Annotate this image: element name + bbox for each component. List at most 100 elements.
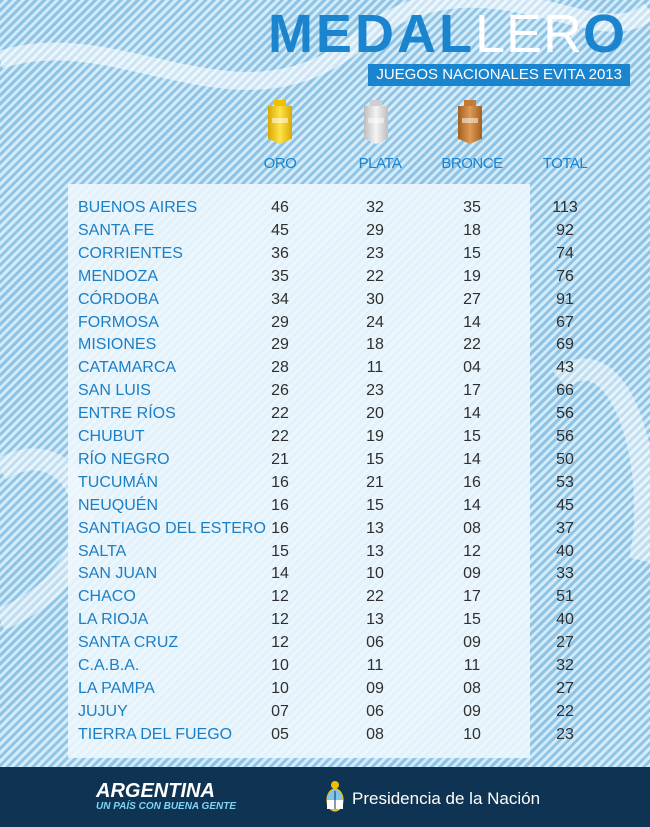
plata-cell: 23	[366, 244, 384, 262]
bronce-cell: 08	[463, 519, 481, 537]
plata-cell: 13	[366, 542, 384, 560]
oro-cell: 12	[271, 588, 289, 606]
province-cell: ENTRE RÍOS	[78, 405, 176, 423]
plata-cell: 08	[366, 725, 384, 743]
oro-cell: 12	[271, 611, 289, 629]
oro-cell: 12	[271, 634, 289, 652]
plata-cell: 20	[366, 405, 384, 423]
table-row: SANTIAGO DEL ESTERO 16 13 08 37	[0, 517, 650, 540]
oro-cell: 07	[271, 702, 289, 720]
province-cell: JUJUY	[78, 702, 128, 720]
page-subtitle: JUEGOS NACIONALES EVITA 2013	[368, 64, 630, 86]
bronce-cell: 08	[463, 679, 481, 697]
bronce-cell: 35	[463, 199, 481, 216]
bronce-cell: 15	[463, 611, 481, 629]
bronze-medal-icon	[458, 100, 482, 144]
table-row: NEUQUÉN 16 15 14 45	[0, 494, 650, 517]
total-cell: 76	[556, 267, 574, 285]
brand-name: ARGENTINA	[96, 780, 215, 802]
medal-table-panel	[68, 184, 530, 758]
plata-cell: 18	[366, 336, 384, 354]
plata-cell: 11	[366, 657, 384, 674]
table-row: LA RIOJA 12 13 15 40	[0, 608, 650, 631]
bronce-cell: 12	[463, 542, 481, 560]
province-cell: TUCUMÁN	[78, 473, 158, 491]
oro-cell: 16	[271, 496, 289, 514]
table-row: FORMOSA 29 24 14 67	[0, 311, 650, 334]
plata-cell: 15	[366, 496, 384, 514]
plata-cell: 19	[366, 428, 384, 445]
plata-cell: 15	[366, 450, 384, 468]
province-cell: TIERRA DEL FUEGO	[78, 725, 233, 743]
total-cell: 27	[556, 634, 574, 652]
bronce-cell: 14	[463, 496, 481, 514]
oro-cell: 26	[271, 382, 289, 400]
province-cell: SALTA	[78, 542, 127, 560]
bronce-cell: 14	[463, 405, 481, 423]
table-row: RÍO NEGRO 21 15 14 50	[0, 448, 650, 471]
oro-cell: 05	[271, 725, 289, 743]
total-cell: 66	[556, 382, 574, 400]
plata-cell: 21	[366, 473, 384, 491]
plata-cell: 22	[366, 588, 384, 606]
province-cell: BUENOS AIRES	[78, 199, 198, 216]
total-cell: 32	[556, 657, 574, 674]
oro-cell: 22	[271, 405, 289, 423]
province-cell: SANTA CRUZ	[78, 634, 179, 652]
total-cell: 74	[556, 244, 574, 262]
table-row: SANTA FE 45 29 18 92	[0, 219, 650, 242]
total-cell: 45	[556, 496, 574, 514]
oro-cell: 15	[271, 542, 289, 560]
total-cell: 22	[556, 702, 574, 720]
table-row: SAN JUAN 14 10 09 33	[0, 562, 650, 585]
table-row: CÓRDOBA 34 30 27 91	[0, 288, 650, 311]
table-row: MISIONES 29 18 22 69	[0, 333, 650, 356]
total-cell: 23	[556, 725, 574, 743]
total-cell: 92	[556, 221, 574, 239]
province-cell: C.A.B.A.	[78, 657, 140, 674]
province-cell: CORRIENTES	[78, 244, 183, 262]
oro-cell: 14	[271, 565, 289, 583]
table-row: CHUBUT 22 19 15 56	[0, 425, 650, 448]
oro-cell: 21	[271, 450, 289, 468]
plata-cell: 32	[366, 199, 384, 216]
oro-cell: 16	[271, 519, 289, 537]
province-cell: LA PAMPA	[78, 679, 155, 697]
plata-cell: 23	[366, 382, 384, 400]
total-cell: 56	[556, 405, 574, 423]
table-row: C.A.B.A. 10 11 11 32	[0, 654, 650, 677]
column-header-oro: ORO	[263, 155, 297, 172]
table-row: MENDOZA 35 22 19 76	[0, 265, 650, 288]
bronce-cell: 10	[463, 725, 481, 743]
total-cell: 67	[556, 313, 574, 331]
province-cell: CHUBUT	[78, 428, 145, 445]
oro-cell: 29	[271, 313, 289, 331]
brand-tagline: UN PAÍS CON BUENA GENTE	[96, 801, 237, 812]
bronce-cell: 22	[463, 336, 481, 354]
argentina-brand-logo: ARGENTINA UN PAÍS CON BUENA GENTE	[96, 781, 236, 812]
province-cell: LA RIOJA	[78, 611, 149, 629]
bronce-cell: 09	[463, 565, 481, 583]
oro-cell: 22	[271, 428, 289, 445]
province-cell: CHACO	[78, 588, 136, 606]
province-cell: SAN JUAN	[78, 565, 158, 583]
bronce-cell: 04	[463, 359, 481, 377]
oro-cell: 34	[271, 290, 289, 308]
oro-cell: 46	[271, 199, 289, 216]
bronce-cell: 11	[463, 657, 481, 674]
column-header-plata: PLATA	[358, 155, 402, 172]
total-cell: 113	[552, 199, 578, 216]
province-cell: SAN LUIS	[78, 382, 151, 400]
total-cell: 40	[556, 542, 574, 560]
bronce-cell: 16	[463, 473, 481, 491]
table-row: BUENOS AIRES 46 32 35 113	[0, 196, 650, 219]
table-row: ENTRE RÍOS 22 20 14 56	[0, 402, 650, 425]
oro-cell: 10	[271, 657, 289, 674]
oro-cell: 28	[271, 359, 289, 377]
province-cell: SANTIAGO DEL ESTERO	[78, 519, 266, 537]
plata-cell: 13	[366, 611, 384, 629]
plata-cell: 24	[366, 313, 384, 331]
oro-cell: 35	[271, 267, 289, 285]
bronce-cell: 15	[463, 428, 481, 445]
total-cell: 40	[556, 611, 574, 629]
